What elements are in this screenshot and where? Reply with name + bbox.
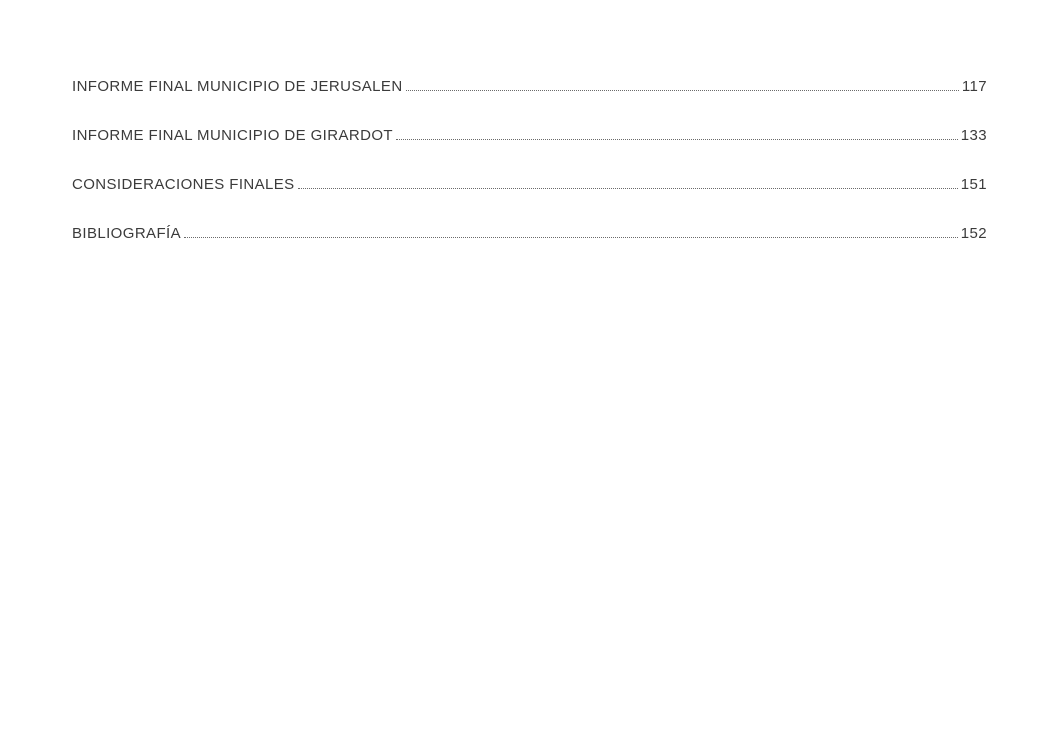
toc-title: BIBLIOGRAFÍA — [72, 225, 181, 242]
toc-entry: CONSIDERACIONES FINALES 151 — [72, 176, 987, 193]
toc-leader — [396, 127, 958, 140]
toc-leader — [406, 78, 959, 91]
toc-title: INFORME FINAL MUNICIPIO DE GIRARDOT — [72, 127, 393, 144]
toc-page-number: 117 — [962, 78, 987, 95]
toc-page-number: 152 — [961, 225, 987, 242]
toc-page: INFORME FINAL MUNICIPIO DE JERUSALEN 117… — [0, 0, 1059, 740]
toc-page-number: 133 — [961, 127, 987, 144]
toc-entry: INFORME FINAL MUNICIPIO DE JERUSALEN 117 — [72, 78, 987, 95]
toc-page-number: 151 — [961, 176, 987, 193]
toc-leader — [298, 176, 958, 189]
toc-title: INFORME FINAL MUNICIPIO DE JERUSALEN — [72, 78, 403, 95]
toc-title: CONSIDERACIONES FINALES — [72, 176, 295, 193]
toc-entry: INFORME FINAL MUNICIPIO DE GIRARDOT 133 — [72, 127, 987, 144]
toc-entry: BIBLIOGRAFÍA 152 — [72, 225, 987, 242]
toc-leader — [184, 225, 958, 238]
